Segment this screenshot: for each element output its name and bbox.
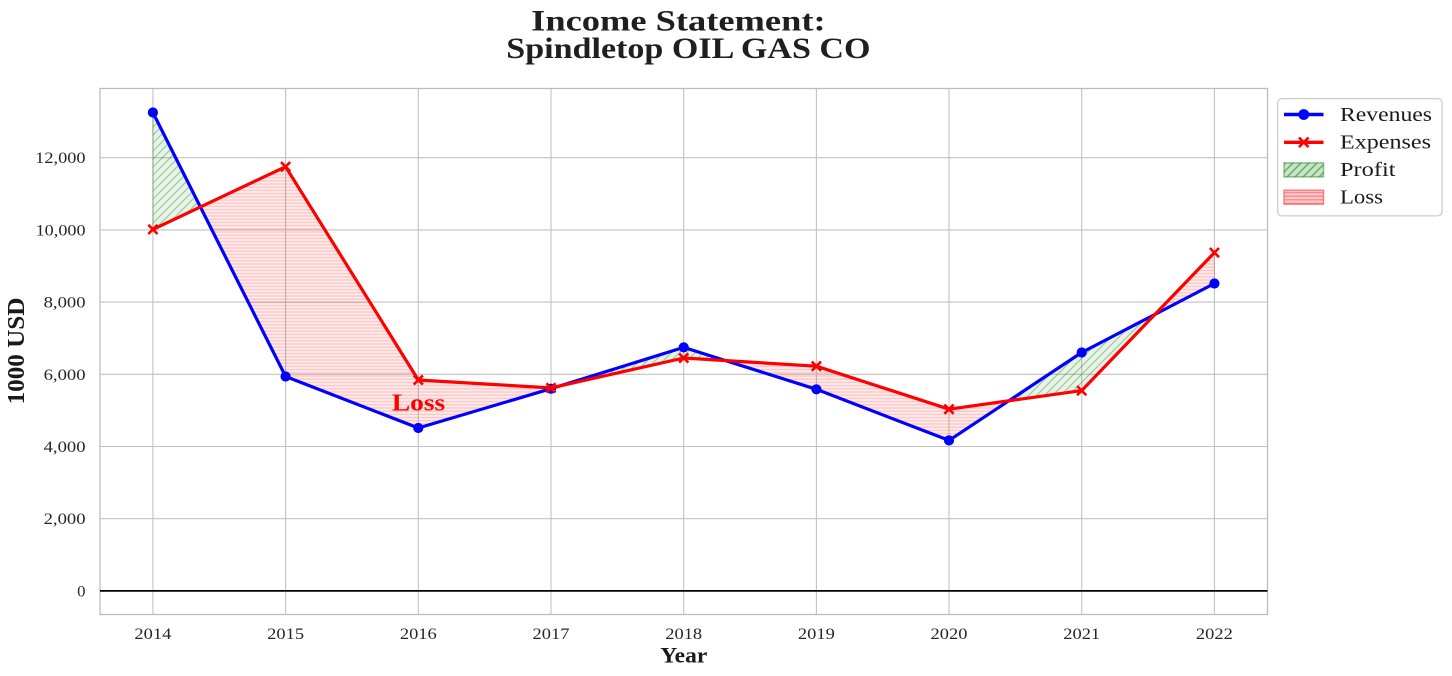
svg-text:2015: 2015 [267,626,304,643]
svg-text:6,000: 6,000 [44,367,86,384]
svg-text:12,000: 12,000 [35,150,85,167]
svg-text:2017: 2017 [533,626,570,643]
svg-text:Loss: Loss [392,391,445,417]
svg-text:2018: 2018 [665,626,702,643]
svg-text:10,000: 10,000 [36,222,86,239]
svg-text:2020: 2020 [931,626,968,643]
svg-text:2016: 2016 [400,626,437,643]
svg-text:0: 0 [77,583,85,600]
svg-text:4,000: 4,000 [44,439,86,456]
svg-text:Loss: Loss [1340,187,1383,209]
svg-text:1000 USD: 1000 USD [4,298,30,405]
svg-text:Expenses: Expenses [1340,132,1431,154]
svg-text:2,000: 2,000 [44,511,86,528]
svg-text:Income Statement:: Income Statement: [531,4,826,37]
svg-text:Profit: Profit [1340,159,1396,181]
svg-text:Spindletop OIL GAS CO: Spindletop OIL GAS CO [506,32,870,65]
svg-text:2014: 2014 [134,626,171,643]
svg-text:2019: 2019 [798,626,835,643]
svg-text:2022: 2022 [1196,626,1233,643]
svg-text:Year: Year [660,643,707,668]
svg-text:2021: 2021 [1063,626,1100,643]
svg-text:8,000: 8,000 [44,295,86,312]
svg-text:Revenues: Revenues [1340,104,1432,126]
